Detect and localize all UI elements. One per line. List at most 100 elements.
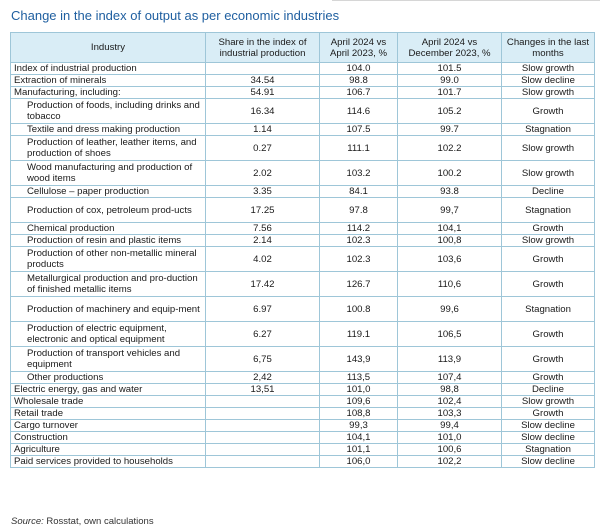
cell-industry: Construction bbox=[10, 431, 206, 444]
cell-change: Growth bbox=[501, 98, 595, 124]
header-share: Share in the index of industrial product… bbox=[205, 32, 320, 63]
cell-share: 2.02 bbox=[205, 160, 320, 186]
cell-change: Decline bbox=[501, 185, 595, 198]
cell-apr-vs-apr: 114.2 bbox=[319, 222, 398, 235]
table-row: Paid services provided to households 106,… bbox=[10, 455, 595, 468]
cell-apr-vs-apr: 113,5 bbox=[319, 371, 398, 384]
cell-change: Slow decline bbox=[501, 455, 595, 468]
cell-industry: Production of electric equipment, electr… bbox=[10, 321, 206, 347]
cell-share bbox=[205, 443, 320, 456]
cell-industry: Manufacturing, including: bbox=[10, 86, 206, 99]
cell-change: Slow growth bbox=[501, 62, 595, 75]
cell-share: 7.56 bbox=[205, 222, 320, 235]
cell-apr-vs-dec: 99,6 bbox=[397, 296, 502, 322]
cell-apr-vs-apr: 104.0 bbox=[319, 62, 398, 75]
cell-change: Slow growth bbox=[501, 86, 595, 99]
table-row: Electric energy, gas and water 13,51 101,0… bbox=[10, 383, 595, 396]
cell-apr-vs-dec: 98,8 bbox=[397, 383, 502, 396]
cell-apr-vs-apr: 101,0 bbox=[319, 383, 398, 396]
cell-apr-vs-apr: 108,8 bbox=[319, 407, 398, 420]
cell-share: 1.14 bbox=[205, 123, 320, 136]
table-row: Other productions 2,42 113,5 107,4 Growth bbox=[10, 371, 595, 384]
cell-change: Stagnation bbox=[501, 296, 595, 322]
table-row: Manufacturing, including: 54.91 106.7 101.7… bbox=[10, 86, 595, 99]
top-divider bbox=[332, 0, 600, 1]
cell-share bbox=[205, 455, 320, 468]
table-row: Wholesale trade 109,6 102,4 Slow growth bbox=[10, 395, 595, 408]
source-text: Rosstat, own calculations bbox=[46, 516, 154, 527]
table-row: Metallurgical production and pro-duction… bbox=[10, 271, 595, 297]
cell-change: Slow growth bbox=[501, 135, 595, 161]
cell-share: 34.54 bbox=[205, 74, 320, 87]
cell-industry: Production of transport vehicles and equ… bbox=[10, 346, 206, 372]
cell-change: Stagnation bbox=[501, 443, 595, 456]
cell-industry: Paid services provided to households bbox=[10, 455, 206, 468]
cell-share: 6,75 bbox=[205, 346, 320, 372]
cell-apr-vs-dec: 99,4 bbox=[397, 419, 502, 432]
cell-change: Growth bbox=[501, 271, 595, 297]
cell-apr-vs-dec: 100.2 bbox=[397, 160, 502, 186]
table-row: Production of other non-metallic mineral… bbox=[10, 246, 595, 272]
cell-apr-vs-dec: 103,3 bbox=[397, 407, 502, 420]
cell-apr-vs-dec: 102,4 bbox=[397, 395, 502, 408]
cell-apr-vs-apr: 98.8 bbox=[319, 74, 398, 87]
source-label: Source: bbox=[11, 516, 44, 527]
header-apr-vs-dec: April 2024 vs December 2023, % bbox=[397, 32, 502, 63]
cell-share: 4.02 bbox=[205, 246, 320, 272]
cell-apr-vs-apr: 100.8 bbox=[319, 296, 398, 322]
cell-apr-vs-apr: 119.1 bbox=[319, 321, 398, 347]
cell-industry: Production of resin and plastic items bbox=[10, 234, 206, 247]
table-row: Cargo turnover 99,3 99,4 Slow decline bbox=[10, 419, 595, 432]
header-industry: Industry bbox=[10, 32, 206, 63]
cell-share: 6.97 bbox=[205, 296, 320, 322]
cell-apr-vs-apr: 84.1 bbox=[319, 185, 398, 198]
cell-share: 17.42 bbox=[205, 271, 320, 297]
cell-industry: Wholesale trade bbox=[10, 395, 206, 408]
cell-industry: Production of leather, leather items, an… bbox=[10, 135, 206, 161]
cell-apr-vs-apr: 126.7 bbox=[319, 271, 398, 297]
cell-apr-vs-apr: 104,1 bbox=[319, 431, 398, 444]
cell-apr-vs-dec: 102,2 bbox=[397, 455, 502, 468]
cell-share: 3.35 bbox=[205, 185, 320, 198]
cell-apr-vs-dec: 110,6 bbox=[397, 271, 502, 297]
cell-apr-vs-dec: 101.7 bbox=[397, 86, 502, 99]
cell-share: 2.14 bbox=[205, 234, 320, 247]
table-row: Cellulose – paper production 3.35 84.1 93.8… bbox=[10, 185, 595, 198]
cell-apr-vs-apr: 103.2 bbox=[319, 160, 398, 186]
cell-share: 2,42 bbox=[205, 371, 320, 384]
cell-apr-vs-dec: 105.2 bbox=[397, 98, 502, 124]
cell-change: Growth bbox=[501, 346, 595, 372]
cell-share bbox=[205, 431, 320, 444]
table-row: Textile and dress making production 1.14 1… bbox=[10, 123, 595, 136]
header-apr-vs-apr: April 2024 vs April 2023, % bbox=[319, 32, 398, 63]
cell-change: Slow decline bbox=[501, 74, 595, 87]
cell-apr-vs-apr: 109,6 bbox=[319, 395, 398, 408]
table-title: Change in the index of output as per eco… bbox=[11, 8, 340, 23]
cell-apr-vs-dec: 99.7 bbox=[397, 123, 502, 136]
cell-industry: Cargo turnover bbox=[10, 419, 206, 432]
cell-industry: Other productions bbox=[10, 371, 206, 384]
cell-change: Growth bbox=[501, 321, 595, 347]
cell-share: 13,51 bbox=[205, 383, 320, 396]
table-row: Production of electric equipment, electr… bbox=[10, 321, 595, 347]
cell-industry: Production of machinery and equip-ment bbox=[10, 296, 206, 322]
cell-industry: Textile and dress making production bbox=[10, 123, 206, 136]
cell-industry: Wood manufacturing and production of woo… bbox=[10, 160, 206, 186]
table-row: Retail trade 108,8 103,3 Growth bbox=[10, 407, 595, 420]
cell-apr-vs-dec: 103,6 bbox=[397, 246, 502, 272]
cell-industry: Cellulose – paper production bbox=[10, 185, 206, 198]
cell-apr-vs-dec: 106,5 bbox=[397, 321, 502, 347]
cell-change: Slow decline bbox=[501, 419, 595, 432]
header-change: Changes in the last months bbox=[501, 32, 595, 63]
cell-industry: Agriculture bbox=[10, 443, 206, 456]
table-row: Chemical production 7.56 114.2 104,1 Growth bbox=[10, 222, 595, 235]
cell-change: Slow growth bbox=[501, 160, 595, 186]
table-row: Production of machinery and equip-ment 6.… bbox=[10, 296, 595, 322]
cell-industry: Production of foods, including drinks an… bbox=[10, 98, 206, 124]
cell-change: Growth bbox=[501, 407, 595, 420]
cell-change: Slow growth bbox=[501, 234, 595, 247]
cell-industry: Chemical production bbox=[10, 222, 206, 235]
cell-change: Growth bbox=[501, 371, 595, 384]
table-row: Construction 104,1 101,0 Slow decline bbox=[10, 431, 595, 444]
cell-share: 0.27 bbox=[205, 135, 320, 161]
